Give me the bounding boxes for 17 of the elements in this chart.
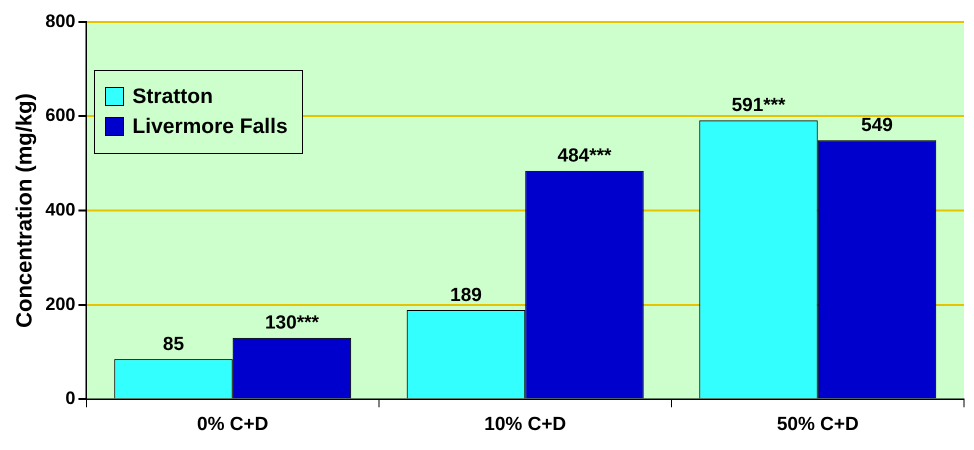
data-label: 549 bbox=[861, 114, 893, 136]
x-tick-label: 0% C+D bbox=[197, 414, 268, 435]
legend-label: Livermore Falls bbox=[132, 114, 288, 139]
data-label: 591*** bbox=[732, 95, 786, 116]
data-label: 189 bbox=[450, 284, 482, 306]
y-tick-label: 600 bbox=[45, 105, 76, 126]
y-tick-label: 0 bbox=[65, 388, 76, 408]
y-tick-label: 200 bbox=[45, 294, 76, 314]
x-tick-label: 50% C+D bbox=[776, 414, 859, 435]
y-tick-label: 800 bbox=[45, 10, 76, 31]
data-label: 484*** bbox=[558, 146, 612, 167]
legend-label: Stratton bbox=[132, 84, 213, 109]
data-label: 130*** bbox=[264, 312, 320, 334]
data-label: 85 bbox=[162, 334, 184, 355]
y-tick-label: 400 bbox=[45, 199, 76, 220]
x-tick-label: 10% C+D bbox=[484, 414, 566, 435]
y-axis-title: Concentration (mg/kg) bbox=[11, 93, 36, 328]
